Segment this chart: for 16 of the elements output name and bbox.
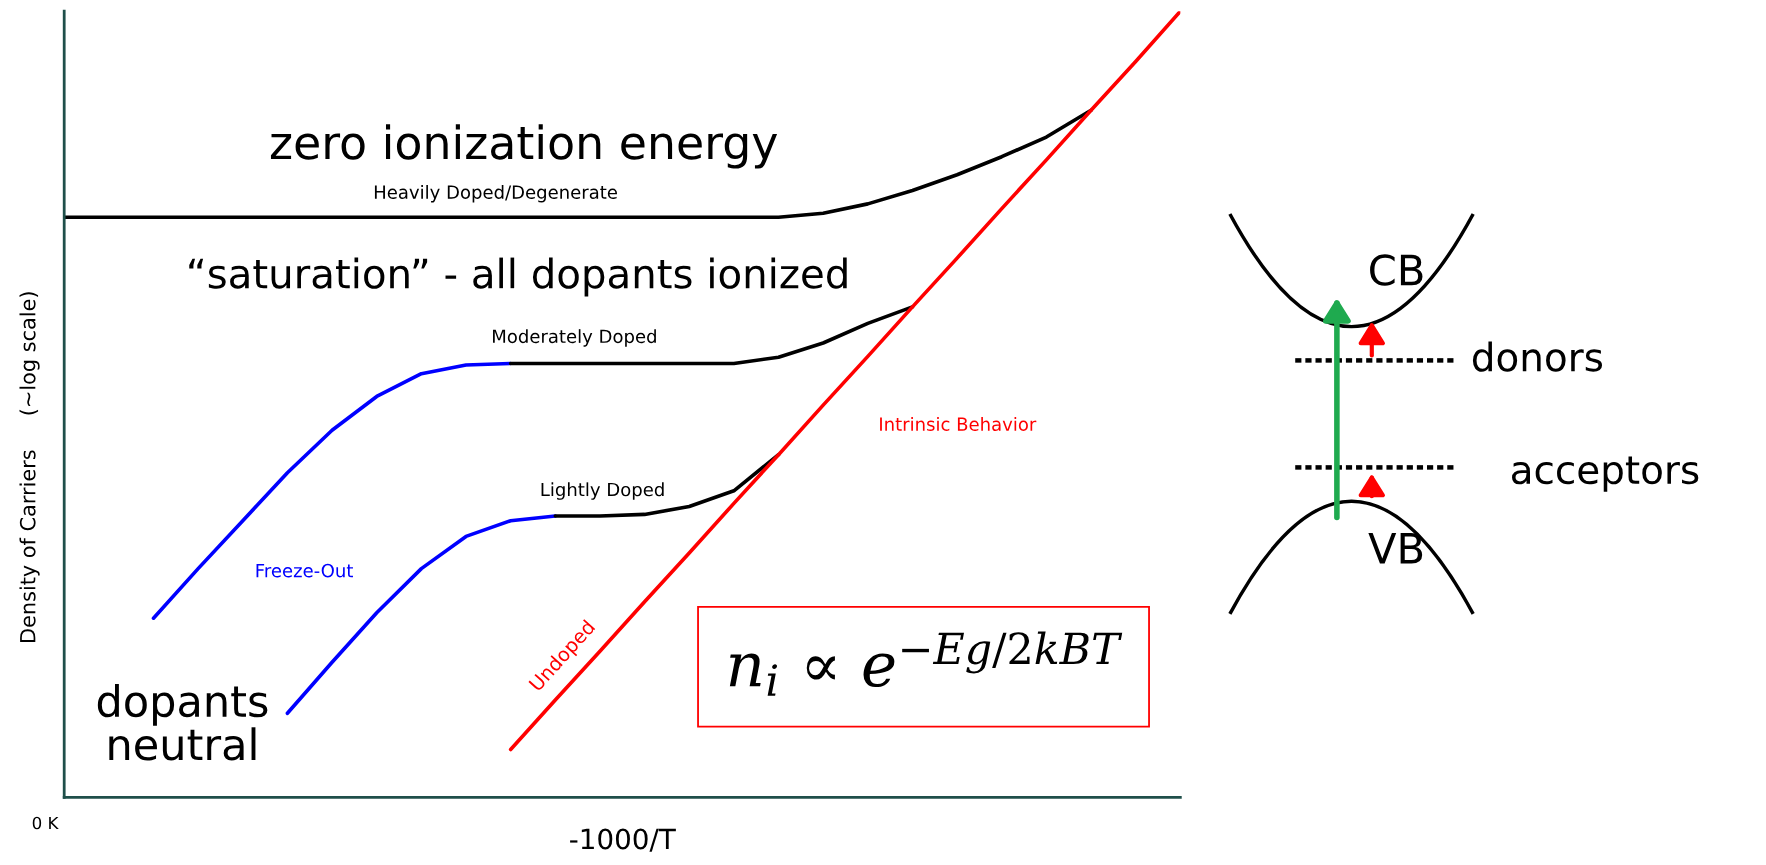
annotation: dopants neutral: [97, 683, 268, 761]
text: donors: [1472, 341, 1603, 372]
annotation: Freeze-Out: [256, 563, 353, 578]
text: 0 K: [32, 816, 59, 830]
annotation: “saturation” - all dopants ionized: [189, 257, 847, 297]
text: acceptors: [1512, 456, 1699, 492]
annotation: Lightly Doped: [541, 482, 664, 500]
text: CB: [1370, 254, 1423, 286]
annotation: Heavily Doped/Degenerate: [374, 184, 617, 203]
x-axis-title: -1000/T: [570, 828, 676, 852]
text: VB: [1368, 533, 1423, 564]
annotation: Intrinsic Behavior: [880, 417, 1037, 431]
y-axis-title: Density of Carriers (~log scale): [19, 292, 40, 642]
annotation: zero ionization energy: [270, 124, 778, 169]
annotation: Moderately Doped: [493, 329, 656, 347]
annotation: n$_{i}$ ∝ e$^{−Eg/2kBT}$: [729, 631, 1123, 696]
